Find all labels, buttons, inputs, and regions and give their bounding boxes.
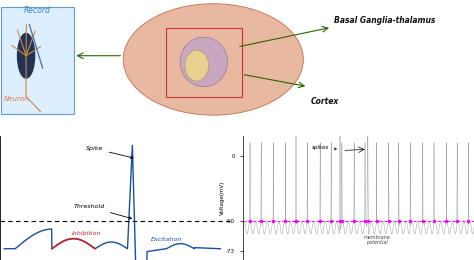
Ellipse shape <box>185 50 209 81</box>
Text: Spike: Spike <box>86 146 133 159</box>
Text: Neuron: Neuron <box>4 95 29 101</box>
Text: Basal Ganglia-thalamus: Basal Ganglia-thalamus <box>334 16 436 25</box>
Text: membrane
potential: membrane potential <box>364 235 390 245</box>
Text: spikes: spikes <box>312 145 337 150</box>
Circle shape <box>18 34 35 78</box>
Text: Threshold: Threshold <box>73 204 131 219</box>
Text: Excitation: Excitation <box>151 237 182 242</box>
Ellipse shape <box>123 4 303 115</box>
Text: Record: Record <box>24 6 50 15</box>
Ellipse shape <box>180 37 228 87</box>
Y-axis label: Voltage(mV): Voltage(mV) <box>220 181 225 215</box>
Text: Inhibition: Inhibition <box>72 231 101 236</box>
FancyBboxPatch shape <box>1 8 74 114</box>
Text: Cortex: Cortex <box>310 96 339 106</box>
